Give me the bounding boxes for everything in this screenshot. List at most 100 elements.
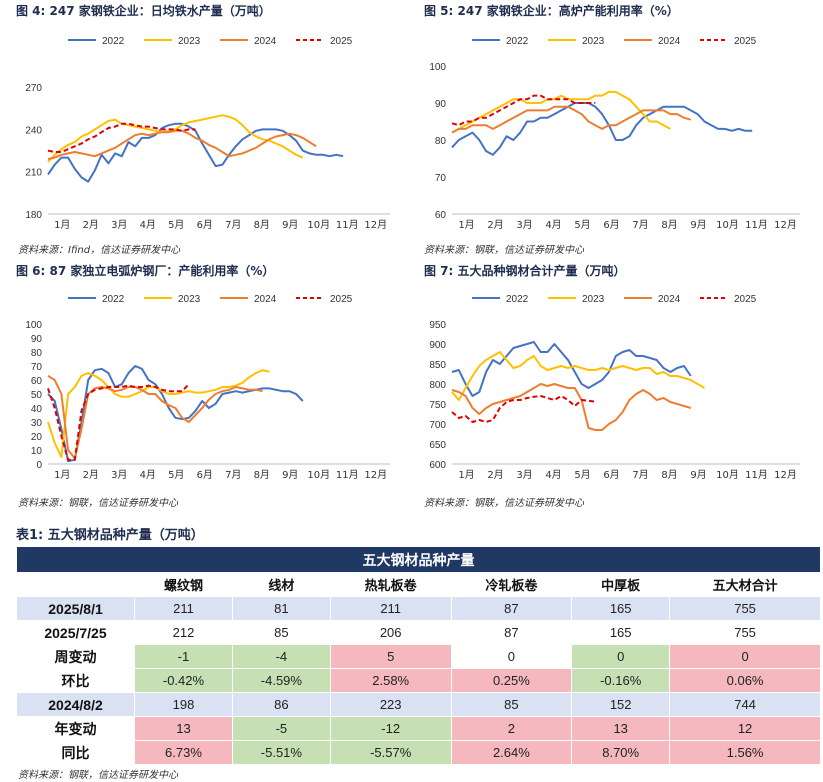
row-label: 年变动 [16,716,135,741]
col-header: 冷轧板卷 [451,572,572,597]
x-tick-label: 4月 [140,469,156,481]
y-tick-label: 100 [429,62,446,73]
legend-label: 2023 [178,294,201,305]
series-line-2024 [47,129,317,160]
legend-label: 2023 [178,36,201,47]
x-tick-label: 3月 [111,469,127,481]
legend-label: 2025 [330,36,353,47]
y-tick-label: 50 [31,390,43,401]
table-cell: -0.42% [134,668,233,693]
chart5-fig-number: 图 5: [424,4,454,18]
x-tick-label: 7月 [225,469,241,481]
x-tick-label: 11月 [336,469,359,481]
table-cell: 8.70% [571,740,671,765]
c7-svg: 600 650 700 750 800 850 900 950 1月 2月 3月 4月 5月 6月 7月 8月… [429,294,800,481]
x-tick-label: 8月 [661,219,677,231]
table-cell: 0 [669,644,821,669]
table-cell: 755 [669,596,821,621]
x-tick-label: 6月 [197,219,213,231]
y-tick-label: 650 [429,440,446,451]
chart6-title-text: 87 家独立电弧炉钢厂：产能利用率（%） [49,264,275,278]
table-cell: 2.64% [450,740,573,765]
table-cell: 165 [571,596,671,621]
table-cell: 85 [450,692,573,717]
legend-label: 2025 [734,294,757,305]
y-tick-label: 80 [31,348,43,359]
x-tick-label: 2月 [83,469,99,481]
x-tick-label: 4月 [140,219,156,231]
table-cell: 13 [134,716,233,741]
y-tick-label: 850 [429,360,446,371]
x-tick-label: 1月 [54,219,70,231]
x-tick-label: 5月 [168,469,184,481]
x-tick-label: 9月 [690,469,706,481]
table-cell: 211 [329,596,452,621]
c6-svg: 0 10 20 30 40 50 60 70 80 90 100 1月 2月 3月 4月 5月 6月 7月 8月 9月… [25,294,390,481]
table-cell: -4.59% [231,668,331,693]
x-tick-label: 10月 [307,219,330,231]
chart6-source: 资料来源：钢联，信达证券研发中心 [18,498,178,509]
chart7-title-text: 五大品种钢材合计产量（万吨） [457,264,626,278]
table-cell: 87 [450,596,573,621]
chart4-source: 资料来源：Ifind，信达证券研发中心 [18,245,181,256]
table-cell: -5.51% [231,740,331,765]
y-tick-label: 70 [31,362,43,373]
y-tick-label: 240 [25,125,42,136]
series-line-2024 [451,105,692,134]
x-tick-label: 12月 [774,469,797,481]
x-tick-label: 2月 [487,469,503,481]
table-cell: 152 [571,692,671,717]
x-tick-label: 12月 [774,219,797,231]
y-tick-label: 60 [435,210,447,221]
table-cell: -0.16% [571,668,671,693]
x-tick-label: 5月 [574,469,590,481]
col-header: 中厚板 [571,572,670,597]
table-cell: 206 [329,620,452,645]
chart5-title-text: 247 家钢铁企业：高炉产能利用率（%） [457,4,679,18]
y-tick-label: 210 [25,168,42,179]
row-label: 周变动 [16,644,135,669]
x-tick-label: 7月 [632,469,648,481]
series-line-2022 [47,122,344,183]
table-cell: 85 [231,620,331,645]
col-header: 线材 [232,572,331,597]
x-tick-label: 12月 [364,219,387,231]
chart-eaf-utilization: 0 10 20 30 40 50 60 70 80 90 100 1月 2月 3月 4月 5月 6月 7月 8月 9月… [14,284,406,490]
x-tick-label: 3月 [516,219,532,231]
chart4-fig-number: 图 4: [16,4,46,18]
table-row: 同比 6.73% -5.51% -5.57% 2.64% 8.70% 1.56% [16,740,821,765]
col-header: 螺纹钢 [134,572,233,597]
table-cell: 0 [571,644,671,669]
legend-label: 2022 [506,36,529,47]
series-line-2025 [451,395,596,423]
legend-label: 2023 [582,294,605,305]
table-cell: 0.06% [669,668,821,693]
corner-cell [16,572,135,597]
chart7-title: 图 7: 五大品种钢材合计产量（万吨） [424,262,626,279]
x-tick-label: 6月 [603,219,619,231]
table-cell: 81 [231,596,331,621]
table-row: 2025/7/25 212 85 206 87 165 755 [16,620,821,645]
x-tick-label: 1月 [458,219,474,231]
table-cell: 87 [450,620,573,645]
series-line-2025 [451,94,596,127]
y-tick-label: 90 [31,334,43,345]
table-cell: 212 [134,620,233,645]
x-tick-label: 1月 [458,469,474,481]
series-line-2024 [47,374,263,460]
table-cell: 744 [669,692,821,717]
table-cell: 223 [329,692,452,717]
x-tick-label: 1月 [54,469,70,481]
x-tick-label: 10月 [716,219,739,231]
legend-label: 2023 [582,36,605,47]
y-tick-label: 900 [429,340,446,351]
y-tick-label: 180 [25,210,42,221]
y-tick-label: 100 [25,320,42,331]
x-tick-label: 7月 [632,219,648,231]
x-tick-label: 8月 [661,469,677,481]
x-tick-label: 7月 [225,219,241,231]
y-tick-label: 80 [435,136,447,147]
series-line-2025 [47,383,190,461]
y-tick-label: 600 [429,460,446,471]
x-tick-label: 8月 [254,219,270,231]
